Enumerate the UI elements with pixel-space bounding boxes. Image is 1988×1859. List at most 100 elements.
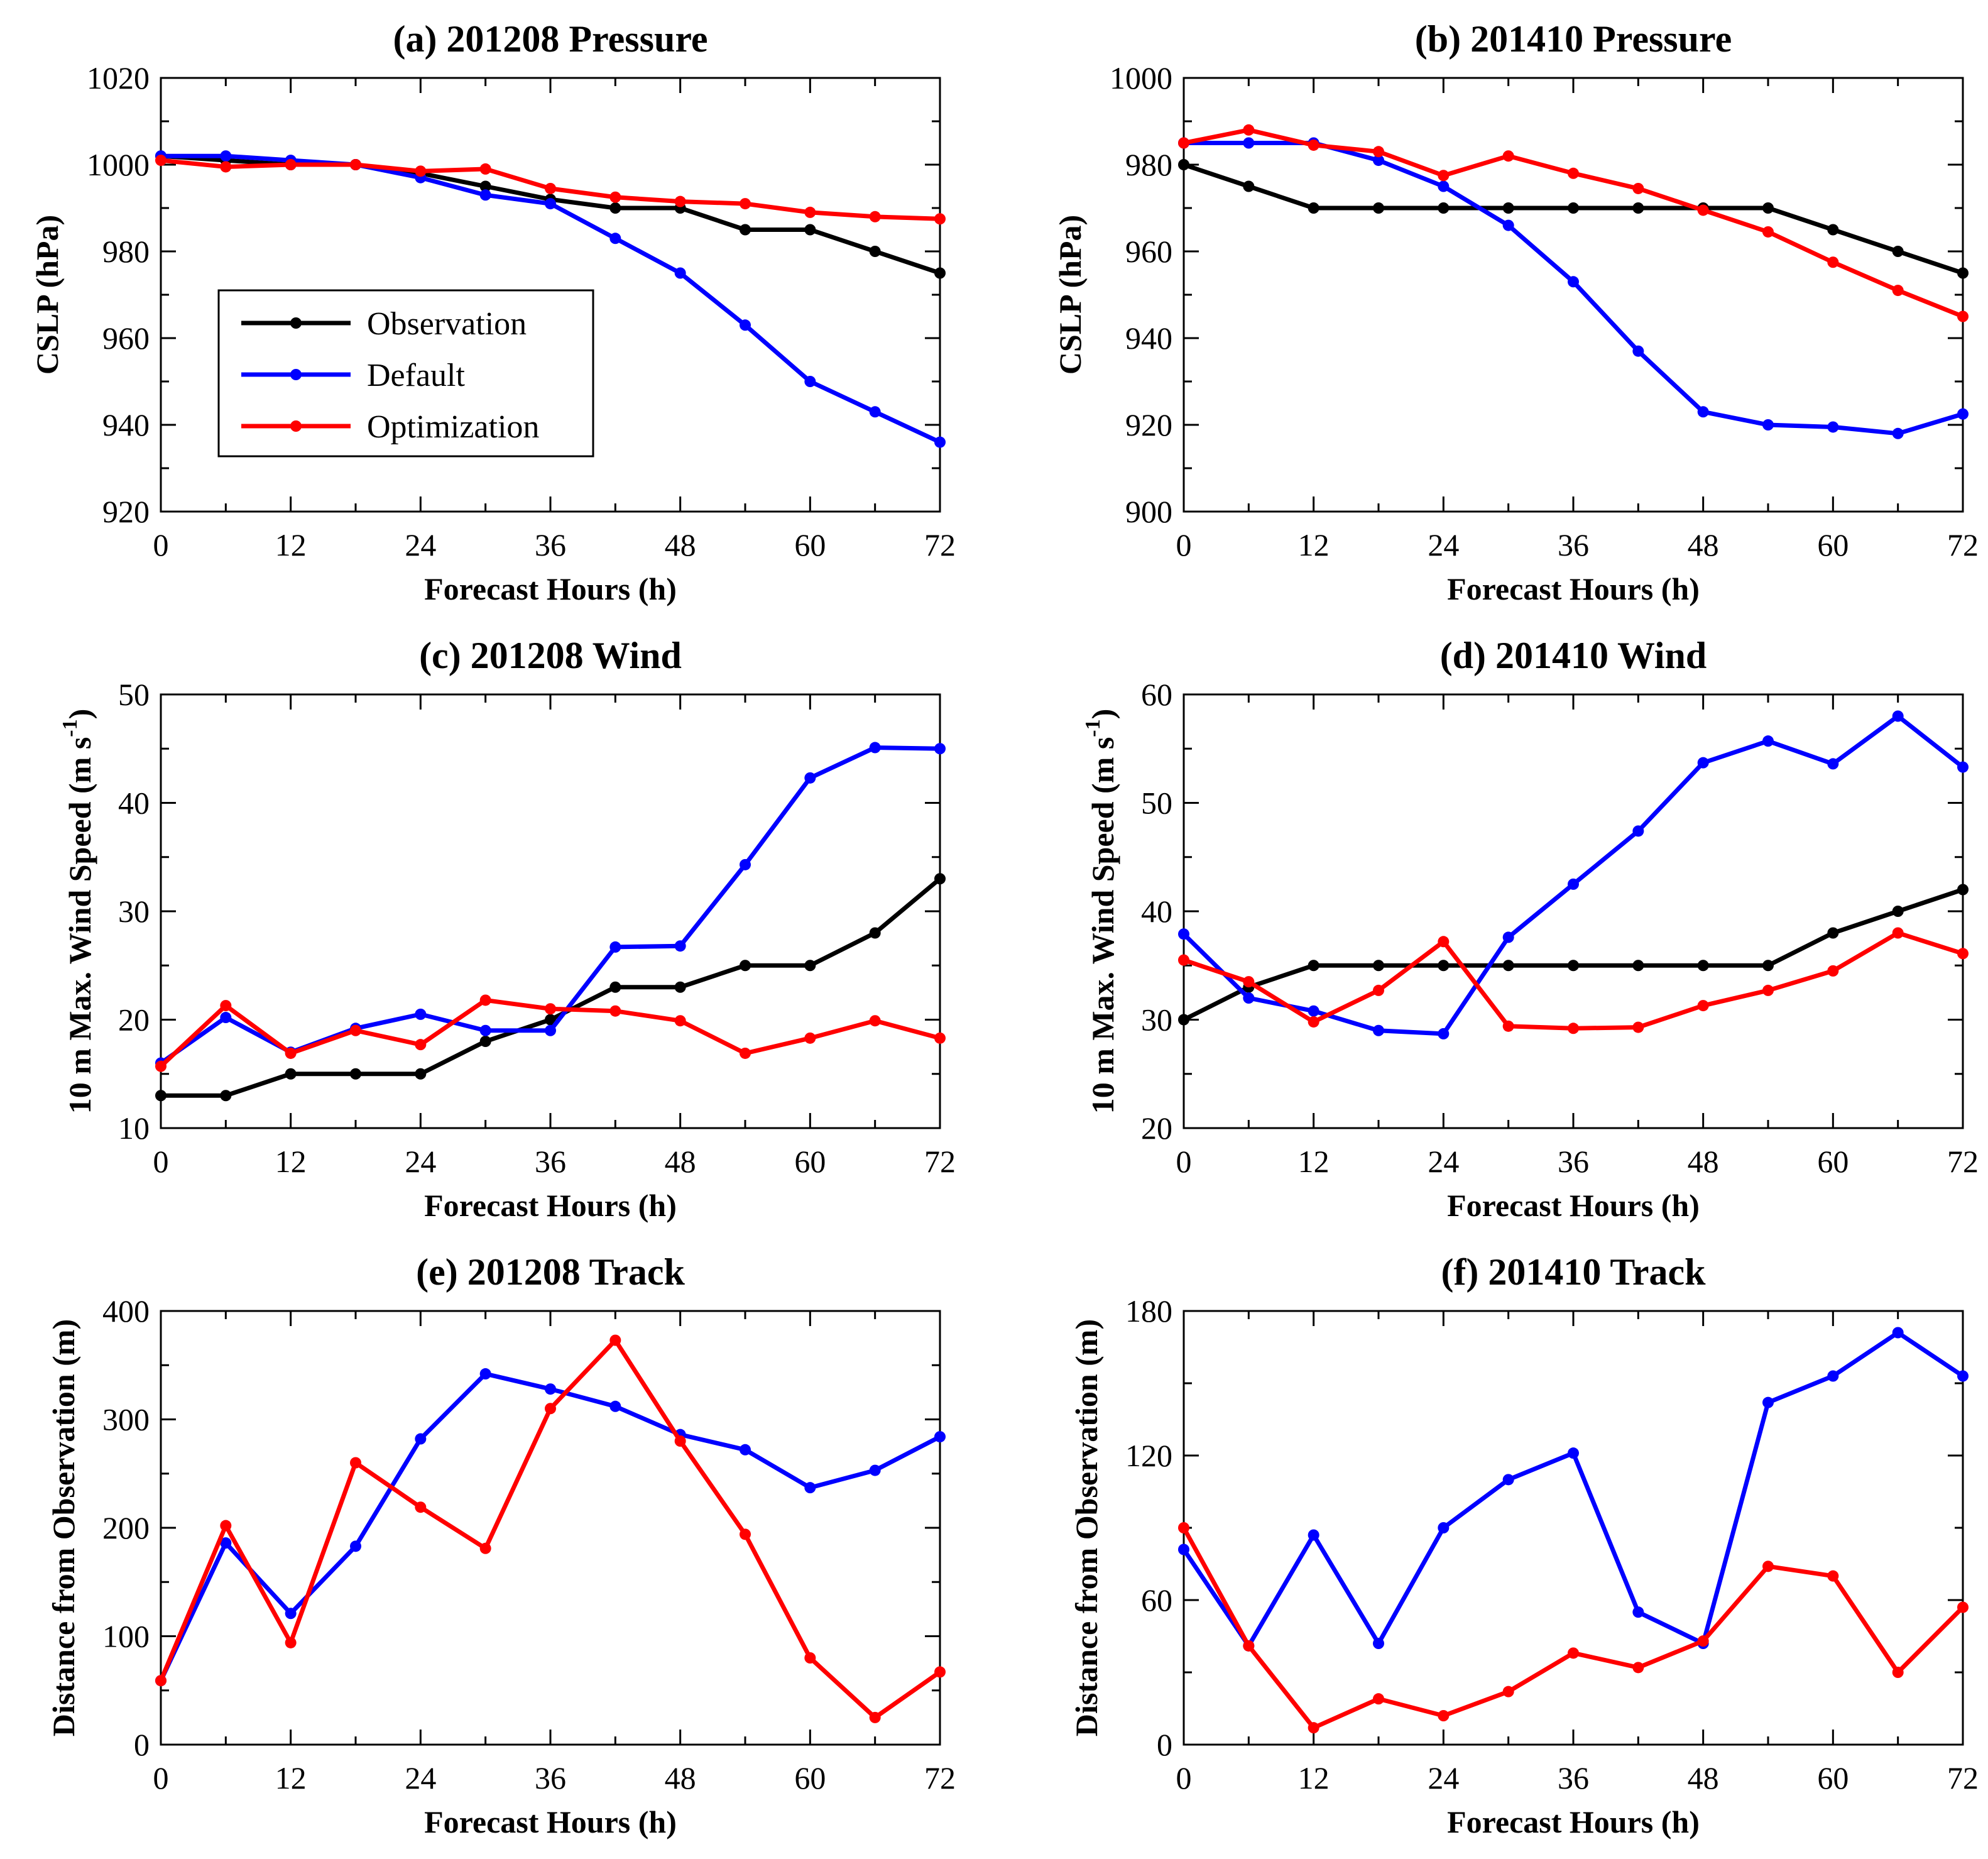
y-tick-label: 200 [102,1510,150,1545]
data-point-default [1697,757,1709,769]
data-point-optimization [934,213,946,225]
x-tick-label: 0 [153,1760,169,1796]
data-point-optimization [869,211,881,222]
data-point-optimization [1892,285,1904,297]
chart-title-f: (f) 201410 Track [1441,1251,1706,1293]
data-point-observation [1632,202,1644,214]
x-tick-label: 72 [924,1760,956,1796]
data-point-observation [1178,159,1189,170]
data-point-default [1568,878,1579,890]
data-point-default [220,150,232,162]
legend-marker-optimization [290,420,302,432]
data-point-default [1438,180,1450,192]
data-point-default [1892,710,1904,722]
legend: Observation Default Optimization [217,289,594,458]
x-axis-label-d: Forecast Hours (h) [1447,1188,1700,1223]
data-point-default [479,189,491,201]
y-tick-label: 180 [1125,1293,1172,1329]
data-point-default [220,1012,232,1024]
data-point-observation [1827,927,1839,939]
data-point-optimization [934,1666,946,1678]
data-point-default [609,941,621,953]
data-point-optimization [1568,167,1579,179]
data-point-optimization [1178,954,1189,966]
data-point-optimization [804,1032,816,1044]
chart-panels: (a) 201208 Pressure 0 12 24 36 48 60 72 920 940 96… [30,18,1979,1840]
data-point-optimization [674,1435,686,1447]
data-point-default [804,376,816,387]
data-point-optimization [1762,226,1774,238]
data-point-default [934,743,946,755]
data-point-optimization [1373,984,1384,996]
data-point-default [1957,1370,1969,1382]
x-tick-label: 72 [924,1144,956,1179]
data-point-optimization [869,1015,881,1027]
data-point-default [869,1464,881,1476]
chart-panel-b: (b) 201410 Pressure 0 12 24 36 48 60 72 900 920 94… [1052,18,1979,606]
data-point-observation [350,1068,361,1080]
data-point-optimization [155,1060,167,1072]
data-point-default [1178,928,1189,940]
data-point-optimization [1762,1560,1774,1572]
chart-panel-f: (f) 201410 Track 0 12 24 36 48 60 72 0 60 120 180 Fo… [1069,1251,1979,1840]
data-point-optimization [479,163,491,175]
data-point-observation [545,1014,556,1026]
data-point-observation [1438,960,1450,972]
data-point-default [1178,1544,1189,1555]
data-point-observation [609,981,621,993]
y-axis-label-c: 10 m Max. Wind Speed (m s-1) [58,709,97,1114]
data-point-default [1892,427,1904,439]
data-point-default [1373,1024,1384,1036]
x-tick-label: 72 [1947,1144,1979,1179]
data-point-default [609,1400,621,1412]
y-tick-label: 50 [1141,786,1172,821]
data-point-optimization [285,1047,297,1059]
y-tick-label: 300 [102,1402,150,1437]
data-point-observation [479,1036,491,1047]
data-point-optimization [415,1501,427,1513]
x-tick-label: 60 [1817,1144,1849,1179]
y-axis-label-d: 10 m Max. Wind Speed (m s-1) [1081,709,1120,1114]
data-point-optimization [220,1520,232,1532]
data-point-observation [1502,960,1514,972]
data-point-optimization [1568,1023,1579,1034]
data-point-default [1438,1028,1450,1039]
y-tick-label: 980 [102,234,150,269]
data-point-optimization [1632,182,1644,194]
x-tick-label: 60 [794,527,826,562]
data-point-optimization [1632,1662,1644,1674]
data-point-optimization [1438,936,1450,948]
y-tick-label: 30 [1141,1002,1172,1038]
y-axis-label-b: CSLP (hPa) [1052,215,1088,375]
x-tick-label: 48 [665,1144,696,1179]
x-tick-label: 48 [665,527,696,562]
y-tick-label: 100 [102,1619,150,1654]
x-tick-label: 12 [275,1760,307,1796]
chart-title-e: (e) 201208 Track [416,1251,685,1293]
x-axis-label-e: Forecast Hours (h) [424,1804,677,1840]
data-point-optimization [1827,1570,1839,1582]
series-line-default [1181,141,1965,436]
data-point-optimization [1957,948,1969,960]
data-point-default [1308,1529,1319,1541]
data-point-optimization [740,1047,751,1059]
data-point-default [740,1444,751,1456]
data-point-optimization [415,165,427,177]
y-axis-label-e: Distance from Observation (m) [46,1319,81,1736]
data-point-optimization [350,1024,361,1036]
x-tick-label: 12 [1298,1760,1330,1796]
x-tick-label: 60 [1817,1760,1849,1796]
legend-marker-observation [290,317,302,329]
data-point-default [479,1368,491,1380]
data-point-optimization [220,161,232,173]
data-point-default [740,319,751,331]
x-tick-label: 36 [1558,527,1589,562]
data-point-optimization [1178,137,1189,149]
data-point-observation [674,981,686,993]
data-point-observation [869,927,881,939]
data-point-default [220,1537,232,1549]
data-point-default [545,198,556,210]
y-tick-label: 0 [134,1727,150,1762]
data-point-optimization [1502,1686,1514,1697]
data-point-default [1827,1370,1839,1382]
